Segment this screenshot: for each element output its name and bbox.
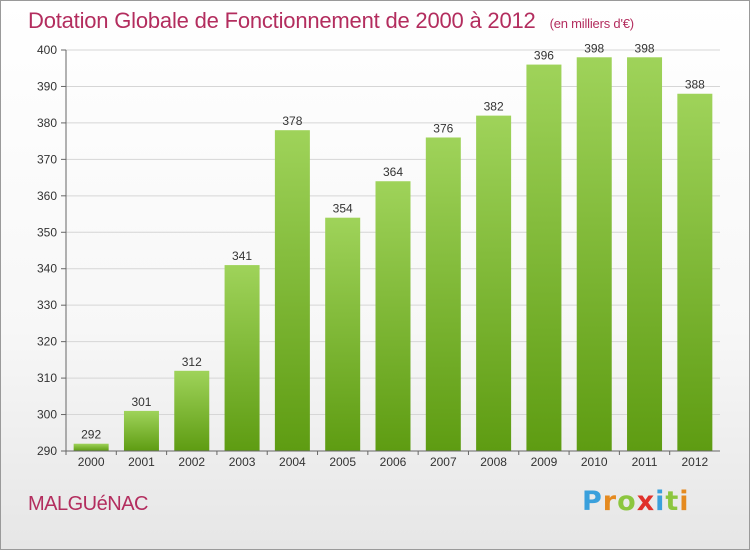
logo-letter: r	[602, 486, 618, 517]
bar-2010	[576, 57, 612, 452]
y-tick-label: 380	[37, 116, 57, 130]
x-tick-label-2007: 2007	[430, 455, 457, 469]
y-tick-label: 390	[37, 79, 57, 93]
value-label-2003: 341	[232, 249, 252, 263]
proxiti-logo: Proxiti	[582, 486, 690, 517]
bar-2003	[224, 265, 260, 451]
y-tick-label: 300	[37, 408, 57, 422]
value-label-2007: 376	[433, 121, 453, 135]
logo-letter: x	[636, 486, 656, 517]
value-label-2002: 312	[182, 355, 202, 369]
logo-letter: t	[665, 486, 680, 517]
x-tick-label-2011: 2011	[632, 455, 658, 469]
value-label-2010: 398	[584, 41, 604, 55]
value-label-2008: 382	[484, 100, 504, 114]
value-label-2011: 398	[635, 41, 655, 55]
bar-2001	[123, 410, 159, 451]
bar-2004	[274, 130, 310, 451]
bar-2006	[375, 181, 411, 451]
bar-2008	[476, 115, 512, 452]
commune-name: MALGUéNAC	[28, 493, 148, 515]
unit-note: (en milliers d'€)	[549, 16, 635, 31]
y-tick-label: 400	[37, 43, 57, 57]
logo-letter: P	[582, 486, 603, 517]
x-tick-label-2003: 2003	[229, 455, 256, 469]
x-tick-label-2004: 2004	[279, 455, 306, 469]
logo-letter: i	[655, 486, 666, 517]
y-tick-label: 320	[37, 335, 57, 349]
y-tick-label: 330	[37, 298, 57, 312]
axes: 290 300 310 320 330 340 350 360 370 380 390 400 2000…	[37, 43, 720, 469]
logo-letter: i	[679, 486, 690, 517]
x-tick-label-2006: 2006	[380, 455, 407, 469]
chart-title-text: Dotation Globale de Fonctionnement de 20…	[28, 8, 536, 33]
y-tick-label: 360	[37, 189, 57, 203]
x-tick-label-2005: 2005	[329, 455, 356, 469]
y-tick-label: 310	[37, 371, 57, 385]
x-tick-label-2009: 2009	[531, 455, 558, 469]
value-label-2006: 364	[383, 165, 403, 179]
value-label-2005: 354	[333, 202, 353, 216]
bar-2000	[73, 443, 109, 451]
x-tick-label-2008: 2008	[480, 455, 507, 469]
y-tick-label: 370	[37, 152, 57, 166]
chart-title: Dotation Globale de Fonctionnement de 20…	[28, 8, 634, 34]
value-label-2000: 292	[81, 428, 101, 442]
x-tick-label-2012: 2012	[681, 455, 708, 469]
value-label-2001: 301	[131, 395, 151, 409]
x-tick-label-2000: 2000	[78, 455, 105, 469]
bar-2002	[174, 370, 210, 451]
x-tick-label-2010: 2010	[581, 455, 608, 469]
data-labels: 292 301 312 341 378 354 364 376 382 396 398 398 388	[81, 41, 705, 441]
value-label-2012: 388	[685, 78, 705, 92]
bar-2012	[677, 93, 713, 451]
y-tick-label: 340	[37, 262, 57, 276]
y-tick-label: 350	[37, 225, 57, 239]
bar-2011	[627, 57, 663, 452]
value-label-2004: 378	[282, 114, 302, 128]
value-label-2009: 396	[534, 49, 554, 63]
logo-letter: o	[617, 486, 637, 517]
bar-2005	[325, 217, 361, 451]
x-tick-label-2001: 2001	[128, 455, 155, 469]
bar-2007	[425, 137, 461, 451]
y-tick-label: 290	[37, 444, 57, 458]
bars	[73, 57, 713, 452]
bar-2009	[526, 64, 562, 451]
x-tick-label-2002: 2002	[178, 455, 205, 469]
